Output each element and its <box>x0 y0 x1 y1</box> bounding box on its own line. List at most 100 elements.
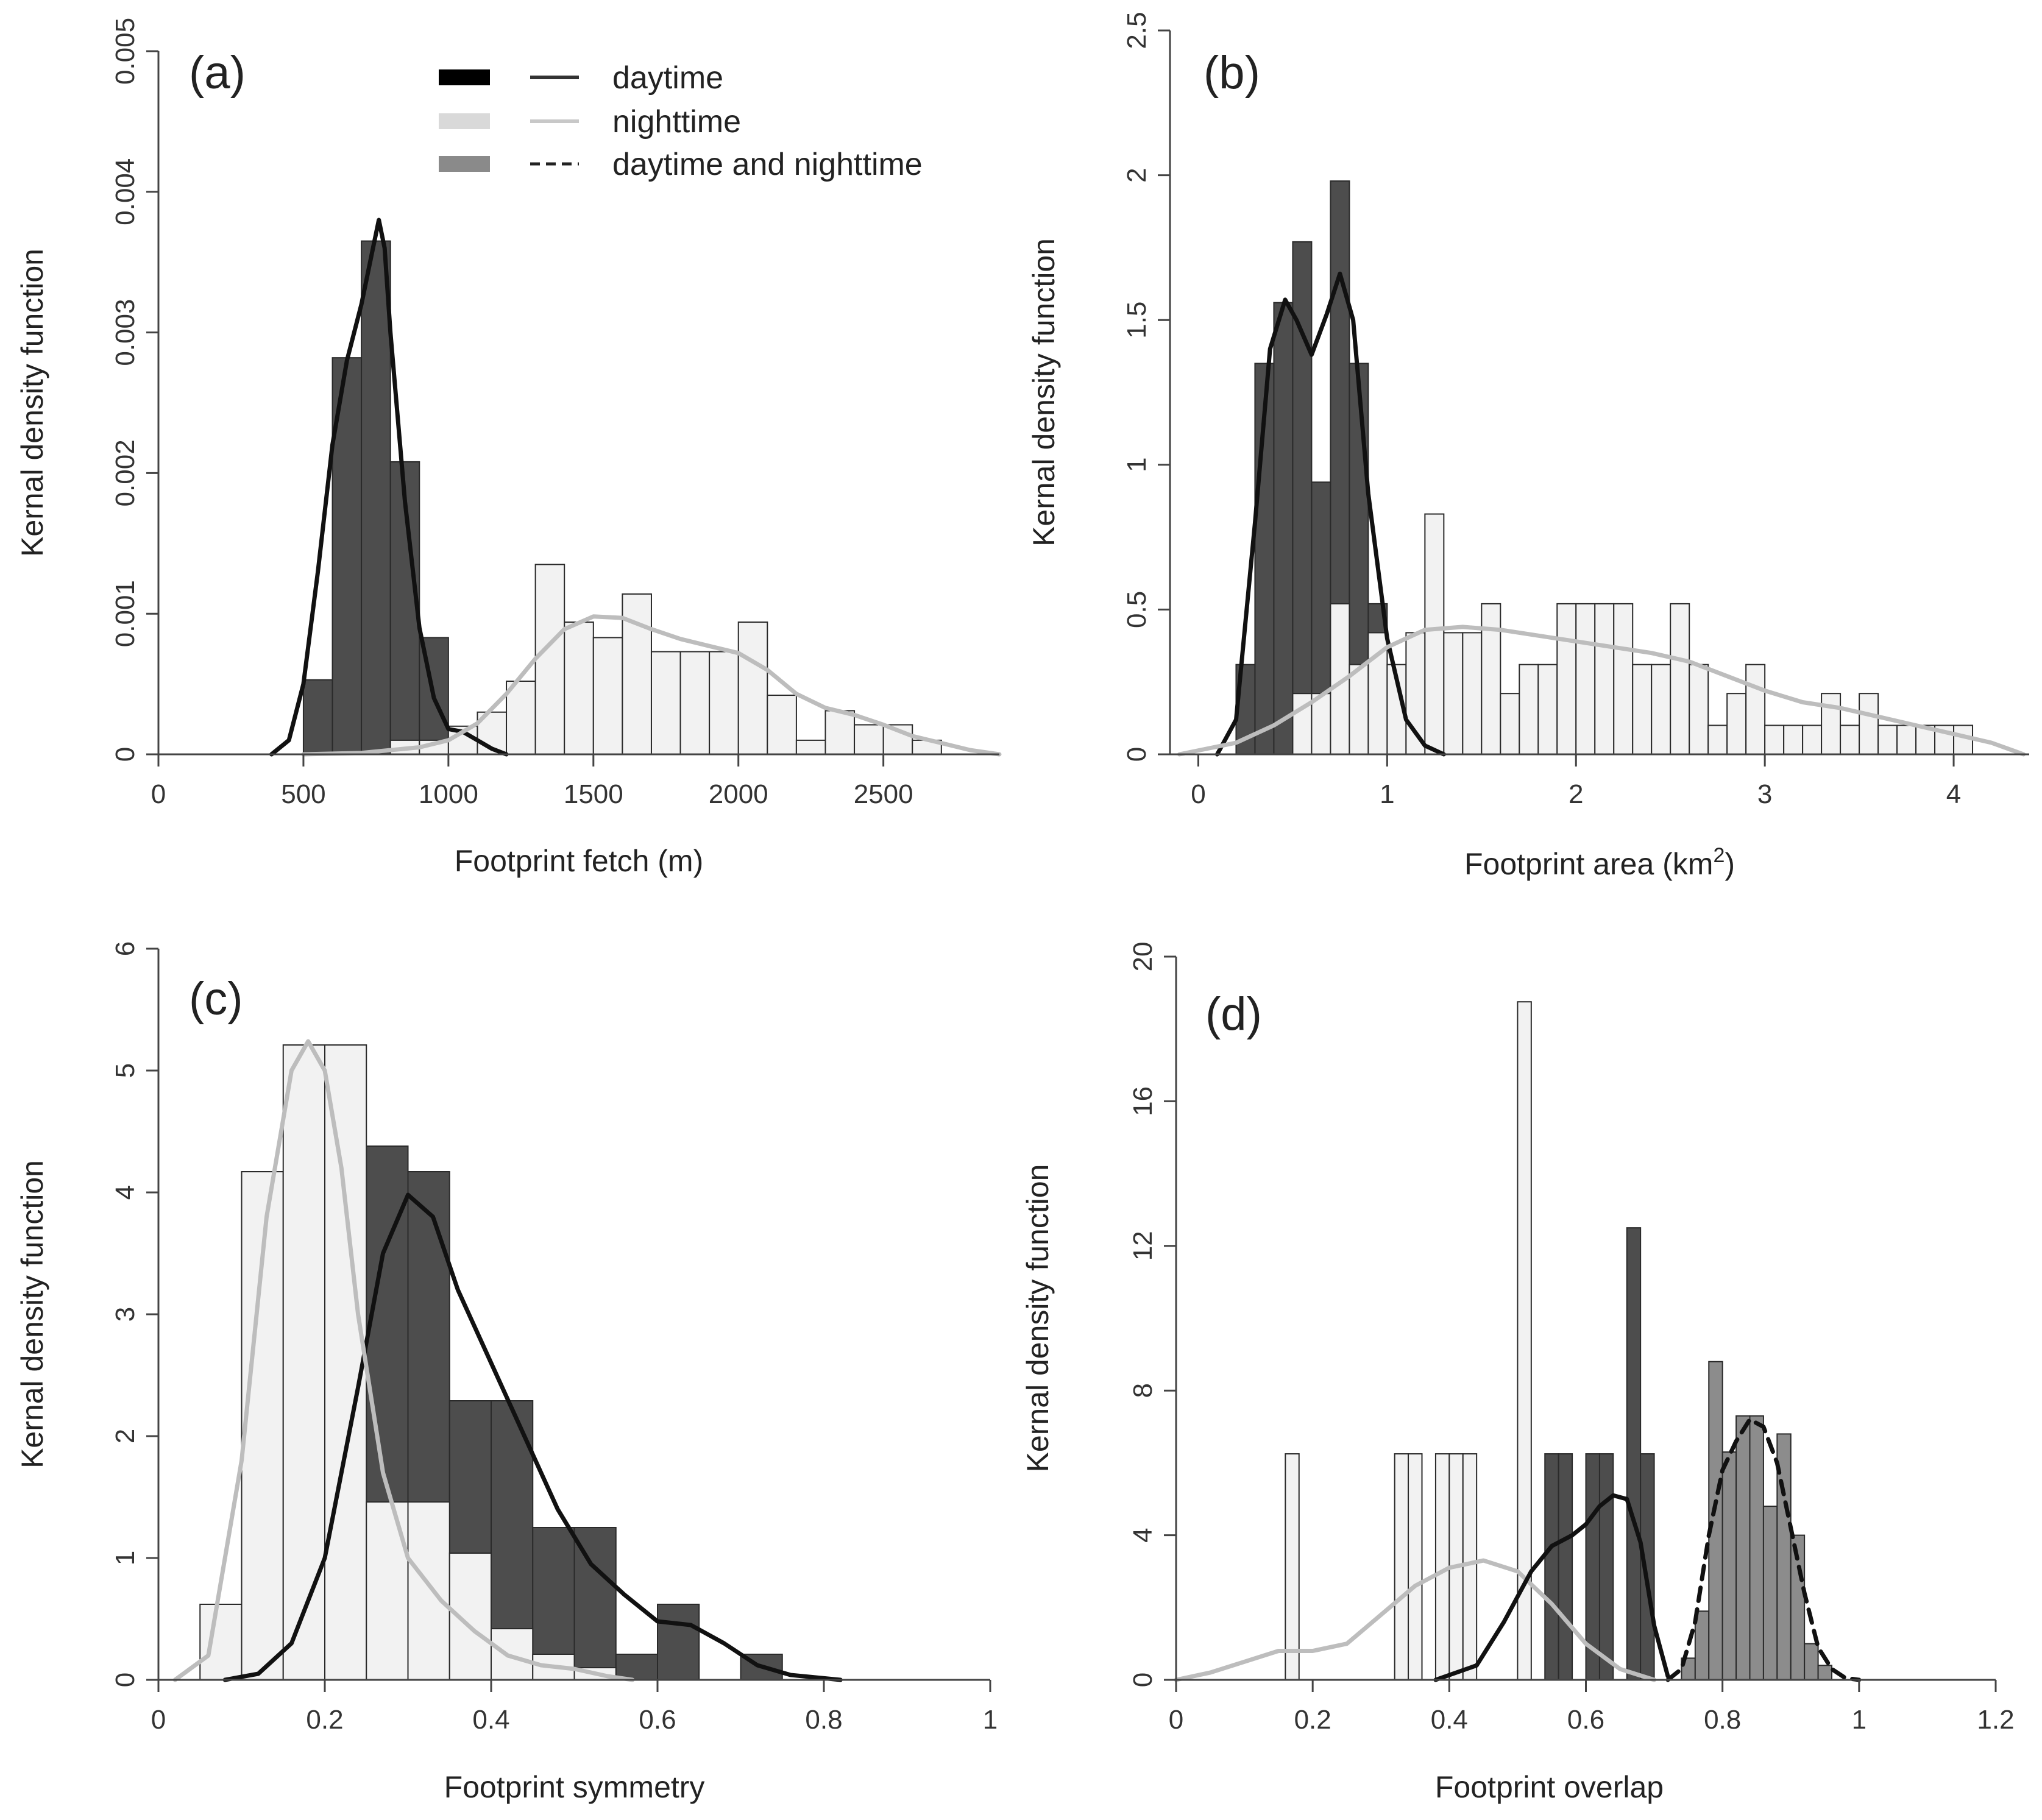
density-curve-daytime-and-nighttime <box>1665 1417 1862 1682</box>
y-tick-label: 0.005 <box>110 18 140 85</box>
bar-nighttime-13 <box>1537 664 1558 755</box>
bar-nighttime-9 <box>650 651 681 755</box>
bar-nighttime-12 <box>1519 664 1539 755</box>
x-tick-label: 2500 <box>854 779 913 809</box>
y-tick-label: 0 <box>1128 1673 1158 1687</box>
bar-nighttime-0 <box>199 1604 243 1680</box>
x-axis-title: Footprint fetch (m) <box>455 844 703 878</box>
x-tick-label: 1 <box>1852 1705 1867 1735</box>
bar-nighttime-18 <box>1632 664 1653 755</box>
bar-nighttime-11 <box>709 651 739 755</box>
y-tick-label: 2.5 <box>1122 12 1152 49</box>
x-tick-label: 2000 <box>709 779 768 809</box>
bar-daytime-2 <box>361 240 391 755</box>
panel-label: (d) <box>1205 988 1262 1040</box>
bar-nighttime-0 <box>1285 1453 1300 1680</box>
panel-b: 0 1 2 3 4 0 0.5 1 1.5 2 2.5 (b) Footprint area (km2)… <box>1027 12 2029 881</box>
legend: daytime nighttime daytime and nighttime <box>439 60 923 182</box>
panel-label: (b) <box>1204 47 1260 99</box>
legend-swatch-daytime-and-nighttime <box>439 156 490 172</box>
bar-nighttime-14 <box>795 739 826 756</box>
y-tick-label: 0 <box>110 1673 140 1687</box>
bar-nighttime-16 <box>854 724 884 755</box>
x-axis-title: Footprint overlap <box>1435 1770 1664 1804</box>
bar-nighttime-12 <box>737 621 768 755</box>
x-tick-label: 0 <box>151 779 166 809</box>
x-tick-label: 1.2 <box>1977 1705 2014 1735</box>
bar-nighttime-5 <box>534 564 565 755</box>
y-tick-label: 1 <box>1122 458 1152 472</box>
bar-nighttime-30 <box>1859 693 1879 756</box>
bar-daytime-and-nighttime-3 <box>1721 1451 1737 1680</box>
x-tick-label: 0.6 <box>1567 1705 1604 1735</box>
legend-swatch-nighttime <box>439 113 490 129</box>
bar-daytime-5 <box>573 1527 617 1680</box>
bar-daytime-and-nighttime-4 <box>1735 1415 1751 1681</box>
x-tick-label: 0.4 <box>1431 1705 1468 1735</box>
bar-nighttime-27 <box>1802 724 1823 755</box>
bar-daytime-and-nighttime-5 <box>1749 1415 1764 1681</box>
x-tick-label: 0 <box>1169 1705 1183 1735</box>
density-curve-daytime <box>1433 1493 1670 1682</box>
y-tick-label: 3 <box>110 1307 140 1322</box>
bar-nighttime-1 <box>1394 1453 1409 1680</box>
bar-nighttime-4 <box>506 680 536 756</box>
bar-nighttime-6 <box>1462 1453 1478 1680</box>
bar-nighttime-31 <box>1877 724 1898 755</box>
y-tick-label: 4 <box>110 1185 140 1200</box>
legend-swatch-daytime <box>439 69 490 85</box>
y-tick-label: 4 <box>1128 1528 1158 1542</box>
bar-nighttime-15 <box>1575 603 1596 755</box>
density-curve-nighttime <box>301 614 1002 757</box>
bar-nighttime-2 <box>282 1044 325 1680</box>
panel-c: 0 0.2 0.4 0.6 0.8 1 0 1 2 3 4 5 6 (c) Footprint symmet… <box>15 941 998 1804</box>
bar-nighttime-23 <box>1726 693 1747 756</box>
y-tick-label: 0.003 <box>110 299 140 366</box>
bar-nighttime-32 <box>1896 724 1917 755</box>
y-axis-title: Kernal density function <box>15 249 49 557</box>
bar-nighttime-5 <box>407 1501 450 1680</box>
panel-a: 0 500 1000 1500 2000 2500 0 0.001 0.002 0.003 0.00… <box>15 18 1002 878</box>
y-axis-title: Kernal density function <box>1027 238 1061 547</box>
bar-daytime-4 <box>1598 1453 1614 1680</box>
bar-nighttime-25 <box>1764 724 1785 755</box>
y-tick-label: 20 <box>1128 942 1158 972</box>
bar-nighttime-21 <box>1689 664 1709 755</box>
bar-nighttime-3 <box>324 1044 367 1680</box>
y-tick-label: 8 <box>1128 1383 1158 1398</box>
bar-nighttime-15 <box>824 710 856 756</box>
x-axis-title: Footprint area (km2) <box>1464 844 1735 881</box>
panel-label: (a) <box>189 47 246 99</box>
x-tick-label: 1 <box>1380 779 1394 809</box>
y-tick-label: 12 <box>1128 1231 1158 1261</box>
x-tick-label: 1500 <box>564 779 623 809</box>
x-tick-label: 0.6 <box>639 1705 676 1735</box>
x-axis-title: Footprint symmetry <box>444 1770 705 1804</box>
bar-nighttime-6 <box>564 621 594 755</box>
bar-daytime-0 <box>1544 1453 1559 1680</box>
x-tick-label: 500 <box>281 779 325 809</box>
y-tick-label: 0.5 <box>1122 591 1152 628</box>
x-tick-label: 0 <box>1191 779 1205 809</box>
bar-nighttime-13 <box>767 695 797 755</box>
bar-daytime-7 <box>657 1604 700 1680</box>
bar-nighttime-29 <box>1840 724 1860 755</box>
panel-label: (c) <box>189 973 243 1025</box>
bar-nighttime-14 <box>1556 603 1577 755</box>
bar-nighttime-10 <box>1481 603 1501 755</box>
x-tick-label: 0.8 <box>1704 1705 1741 1735</box>
y-tick-label: 0.002 <box>110 439 140 506</box>
panel-d: 0 0.2 0.4 0.6 0.8 1 1.2 0 4 8 12 16 20 (d) Footprint o… <box>1021 942 2015 1804</box>
x-tick-label: 3 <box>1757 779 1772 809</box>
bar-daytime-3 <box>389 461 420 755</box>
x-tick-label: 2 <box>1569 779 1583 809</box>
legend-label-nighttime: nighttime <box>612 104 741 140</box>
y-axis-title: Kernal density function <box>1021 1164 1055 1473</box>
legend-label-daytime: daytime <box>612 60 723 96</box>
bar-nighttime-7 <box>1424 513 1445 755</box>
bar-nighttime-8 <box>1443 632 1464 756</box>
y-tick-label: 5 <box>110 1063 140 1078</box>
density-curve-nighttime <box>1174 1558 1657 1682</box>
density-curve-nighttime <box>172 1039 635 1682</box>
